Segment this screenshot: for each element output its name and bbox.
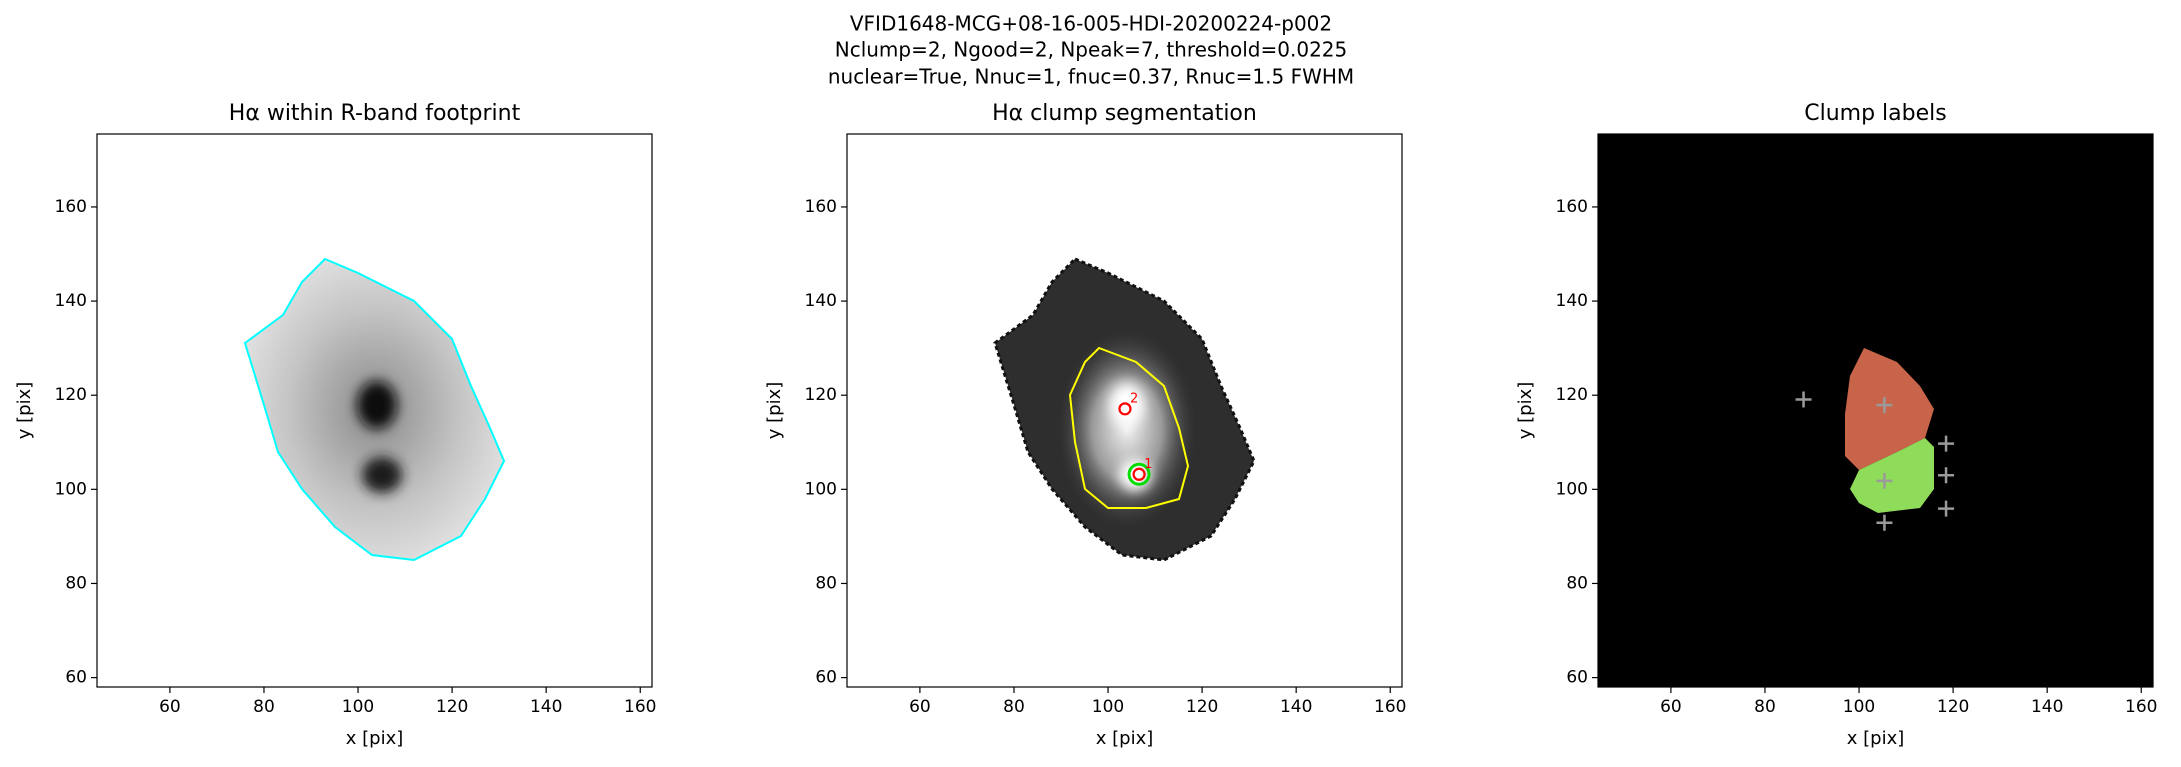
x-axis-label: x [pix]: [1847, 728, 1905, 749]
x-axis-label: x [pix]: [346, 728, 404, 749]
panel-title: Clump labels: [1804, 101, 1946, 126]
x-tick-label: 100: [1092, 697, 1124, 717]
x-tick-label: 160: [2125, 697, 2157, 717]
image-panel-3: [1598, 134, 2153, 687]
peak-cross: [1876, 472, 1893, 489]
x-tick-label: 100: [1843, 697, 1875, 717]
y-tick-label: 160: [55, 197, 87, 217]
axes-frame: [1597, 133, 2154, 688]
axes-frame: [96, 133, 653, 688]
x-tick-label: 160: [624, 697, 656, 717]
peak-label: 2: [1130, 391, 1138, 406]
x-tick-label: 80: [253, 697, 275, 717]
peak-cross: [1876, 514, 1893, 531]
x-tick-label: 140: [2031, 697, 2063, 717]
x-tick-label: 60: [909, 697, 931, 717]
peak-marker: [1132, 467, 1146, 481]
y-tick-label: 120: [1556, 385, 1588, 405]
y-tick-label: 60: [815, 668, 837, 688]
suptitle: nuclear=True, Nnuc=1, fnuc=0.37, Rnuc=1.…: [828, 65, 1354, 89]
y-axis-label: y [pix]: [1515, 382, 1536, 440]
x-tick-label: 80: [1754, 697, 1776, 717]
panel-title: Hα clump segmentation: [992, 101, 1257, 126]
image-panel-2: [847, 134, 1402, 687]
x-tick-label: 140: [1280, 697, 1312, 717]
x-tick-label: 140: [530, 697, 562, 717]
nucleus-marker: [1127, 462, 1151, 486]
peak-label: 1: [1144, 457, 1152, 472]
y-tick-label: 80: [65, 573, 87, 593]
peak-cross: [1938, 435, 1955, 452]
x-tick-label: 100: [342, 697, 374, 717]
suptitle: VFID1648-MCG+08-16-005-HDI-20200224-p002: [850, 12, 1332, 36]
y-tick-label: 160: [1556, 197, 1588, 217]
y-tick-label: 80: [1566, 573, 1588, 593]
x-axis-label: x [pix]: [1096, 728, 1154, 749]
y-tick-label: 60: [65, 668, 87, 688]
peak-cross: [1876, 397, 1893, 414]
axes-frame: [846, 133, 1403, 688]
suptitle: Nclump=2, Ngood=2, Npeak=7, threshold=0.…: [835, 38, 1348, 62]
peak-cross: [1795, 391, 1812, 408]
x-tick-label: 60: [159, 697, 181, 717]
x-tick-label: 160: [1374, 697, 1406, 717]
x-tick-label: 60: [1660, 697, 1682, 717]
y-tick-label: 100: [1556, 479, 1588, 499]
x-tick-label: 120: [436, 697, 468, 717]
y-tick-label: 100: [55, 479, 87, 499]
y-tick-label: 140: [805, 291, 837, 311]
y-tick-label: 120: [55, 385, 87, 405]
y-tick-label: 60: [1566, 668, 1588, 688]
image-panel-1: [97, 134, 652, 687]
peak-marker: [1118, 402, 1132, 416]
x-tick-label: 120: [1186, 697, 1218, 717]
y-tick-label: 80: [815, 573, 837, 593]
y-axis-label: y [pix]: [764, 382, 785, 440]
x-tick-label: 80: [1003, 697, 1025, 717]
panel-title: Hα within R-band footprint: [229, 101, 521, 126]
y-tick-label: 120: [805, 385, 837, 405]
x-tick-label: 120: [1937, 697, 1969, 717]
y-tick-label: 140: [55, 291, 87, 311]
y-tick-label: 100: [805, 479, 837, 499]
y-axis-label: y [pix]: [14, 382, 35, 440]
y-tick-label: 160: [805, 197, 837, 217]
peak-cross: [1938, 467, 1955, 484]
peak-cross: [1938, 500, 1955, 517]
y-tick-label: 140: [1556, 291, 1588, 311]
